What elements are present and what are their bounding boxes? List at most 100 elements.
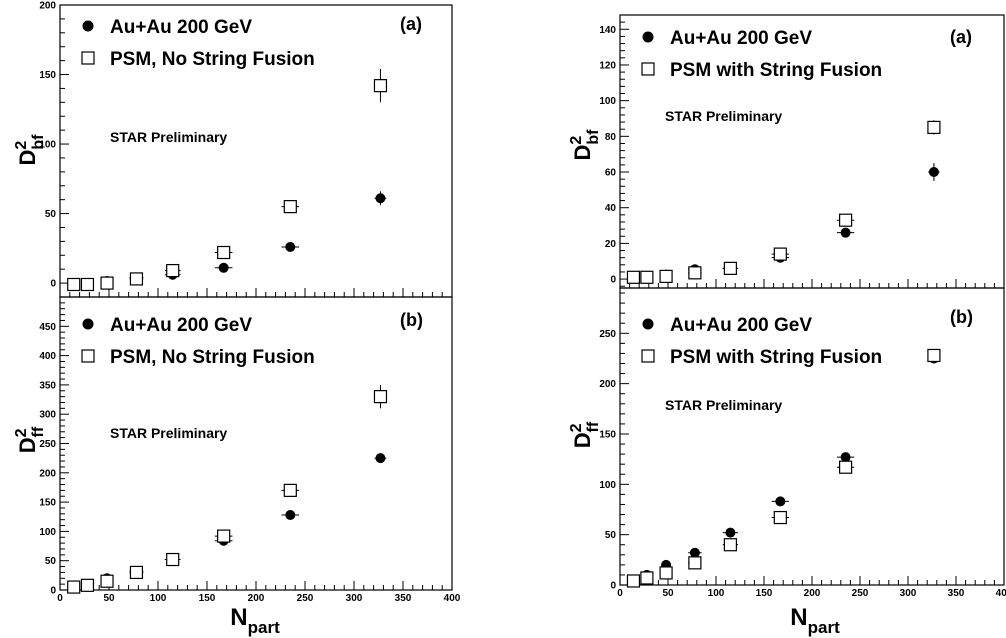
data-point-square bbox=[640, 571, 654, 585]
data-point-square bbox=[80, 578, 95, 592]
data-point-square bbox=[283, 483, 297, 497]
y-tick-label: 20 bbox=[605, 239, 617, 250]
y-axis-label: D2ff bbox=[568, 421, 602, 448]
data-point-square bbox=[80, 277, 95, 292]
y-tick-label: 0 bbox=[610, 275, 616, 286]
x-tick-label: 150 bbox=[756, 588, 773, 599]
y-tick-label: 200 bbox=[599, 379, 616, 390]
data-point-square bbox=[838, 460, 853, 474]
y-tick-label: 100 bbox=[599, 480, 616, 491]
y-tick-label: 0 bbox=[50, 586, 56, 597]
panel-label: (a) bbox=[950, 27, 972, 47]
data-point-circle bbox=[840, 227, 851, 238]
data-point-square bbox=[626, 270, 641, 284]
x-tick-label: 50 bbox=[662, 588, 674, 599]
y-tick-label: 0 bbox=[50, 279, 56, 290]
data-point-square bbox=[100, 276, 114, 290]
data-point-circle bbox=[375, 453, 386, 464]
data-point-circle bbox=[928, 167, 939, 178]
data-point-square bbox=[688, 266, 702, 280]
y-axis-label-text: D2bf bbox=[13, 134, 47, 166]
data-point-square bbox=[129, 272, 144, 286]
y-tick-label: 40 bbox=[605, 203, 617, 214]
y-tick-label: 50 bbox=[45, 209, 57, 220]
data-point-square bbox=[626, 574, 641, 588]
legend-marker-square bbox=[81, 349, 95, 363]
data-point-square bbox=[927, 120, 941, 135]
legend-marker-square bbox=[641, 62, 655, 76]
data-point-circle bbox=[775, 496, 786, 507]
y-tick-label: 100 bbox=[599, 96, 616, 107]
y-tick-label: 400 bbox=[39, 351, 56, 362]
x-tick-label: 100 bbox=[150, 593, 167, 604]
panel-label: (b) bbox=[950, 307, 973, 327]
data-point-square bbox=[283, 200, 297, 214]
data-point-square bbox=[166, 552, 180, 567]
x-tick-label: 300 bbox=[346, 593, 363, 604]
data-point-circle bbox=[218, 262, 229, 273]
preliminary-annotation: STAR Preliminary bbox=[110, 425, 227, 441]
y-tick-label: 250 bbox=[39, 439, 56, 450]
y-tick-label: 0 bbox=[610, 581, 616, 592]
panel-2: 0 20 40 60 80 100 120 140 Au+Au 200 GeV PSM with … bbox=[568, 14, 1005, 289]
data-point-circle bbox=[285, 509, 296, 520]
panel-label: (b) bbox=[400, 310, 423, 330]
y-tick-label: 450 bbox=[39, 322, 56, 333]
y-tick-label: 80 bbox=[605, 132, 617, 143]
y-tick-label: 120 bbox=[599, 60, 616, 71]
x-tick-label: 150 bbox=[199, 593, 216, 604]
data-point-square bbox=[640, 270, 654, 284]
data-point-square bbox=[67, 580, 81, 594]
panel-3: 0 50 100 150 200 250 0 50 100 150 200 250 300 350 400 A… bbox=[568, 287, 1006, 637]
y-tick-label: 150 bbox=[39, 70, 56, 81]
x-tick-label: 100 bbox=[708, 588, 725, 599]
data-point-circle bbox=[840, 452, 851, 463]
x-tick-label: 250 bbox=[297, 593, 314, 604]
data-point-square bbox=[373, 79, 388, 93]
data-point-square bbox=[67, 277, 81, 292]
y-tick-label: 200 bbox=[39, 468, 56, 479]
data-point-square bbox=[217, 529, 231, 543]
data-point-square bbox=[217, 245, 231, 260]
y-tick-label: 60 bbox=[605, 168, 617, 179]
data-point-circle bbox=[725, 527, 736, 538]
y-tick-label: 150 bbox=[39, 498, 56, 509]
y-tick-label: 50 bbox=[605, 530, 617, 541]
plot-frame bbox=[59, 296, 453, 591]
legend-label: PSM with String Fusion bbox=[670, 60, 882, 81]
data-point-square bbox=[838, 213, 853, 227]
legend-marker-circle bbox=[82, 318, 94, 330]
preliminary-annotation: STAR Preliminary bbox=[665, 397, 782, 413]
y-tick-label: 150 bbox=[599, 429, 616, 440]
data-point-square bbox=[166, 263, 180, 278]
y-tick-label: 100 bbox=[39, 140, 56, 151]
data-point-circle bbox=[689, 547, 700, 558]
x-tick-label: 350 bbox=[395, 593, 412, 604]
panel-0: 0 50 100 150 200 Au+Au 200 GeV PSM, No String … bbox=[13, 1, 453, 298]
legend-marker-circle bbox=[82, 20, 94, 32]
legend-marker-square bbox=[641, 349, 655, 363]
data-point-square bbox=[927, 348, 941, 363]
y-tick-label: 200 bbox=[39, 1, 56, 12]
y-axis-label-text: D2ff bbox=[568, 421, 602, 448]
plot-frame bbox=[619, 14, 1005, 289]
preliminary-annotation: STAR Preliminary bbox=[665, 108, 782, 124]
legend-label: PSM, No String Fusion bbox=[110, 49, 315, 70]
x-tick-label: 400 bbox=[996, 588, 1006, 599]
data-point-square bbox=[773, 247, 787, 261]
legend-label: Au+Au 200 GeV bbox=[670, 28, 812, 49]
x-tick-label: 300 bbox=[900, 588, 917, 599]
x-tick-label: 400 bbox=[444, 593, 461, 604]
y-tick-label: 350 bbox=[39, 380, 56, 391]
data-point-square bbox=[373, 390, 388, 404]
preliminary-annotation: STAR Preliminary bbox=[110, 129, 227, 145]
x-tick-label: 350 bbox=[948, 588, 965, 599]
data-point-square bbox=[723, 538, 738, 552]
legend-label: PSM with String Fusion bbox=[670, 347, 882, 368]
data-point-circle bbox=[285, 241, 296, 252]
x-axis-label: Npart bbox=[790, 604, 840, 637]
y-tick-label: 50 bbox=[45, 556, 57, 567]
legend-label: PSM, No String Fusion bbox=[110, 347, 315, 368]
x-tick-label: 0 bbox=[617, 588, 623, 599]
